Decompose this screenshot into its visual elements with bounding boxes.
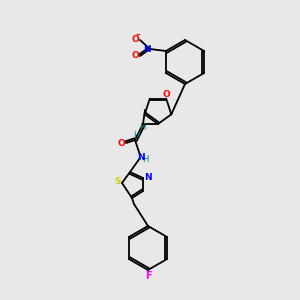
Text: N: N [143, 46, 151, 55]
Text: H: H [133, 130, 139, 140]
Text: N: N [144, 172, 152, 182]
Text: S: S [115, 176, 121, 185]
Text: H: H [139, 124, 145, 133]
Text: -: - [136, 30, 140, 40]
Text: O: O [117, 140, 125, 148]
Text: H: H [142, 154, 148, 164]
Text: F: F [145, 271, 151, 281]
Text: O: O [162, 90, 170, 99]
Text: N: N [137, 152, 145, 161]
Text: O: O [131, 35, 139, 44]
Text: O: O [131, 52, 139, 61]
